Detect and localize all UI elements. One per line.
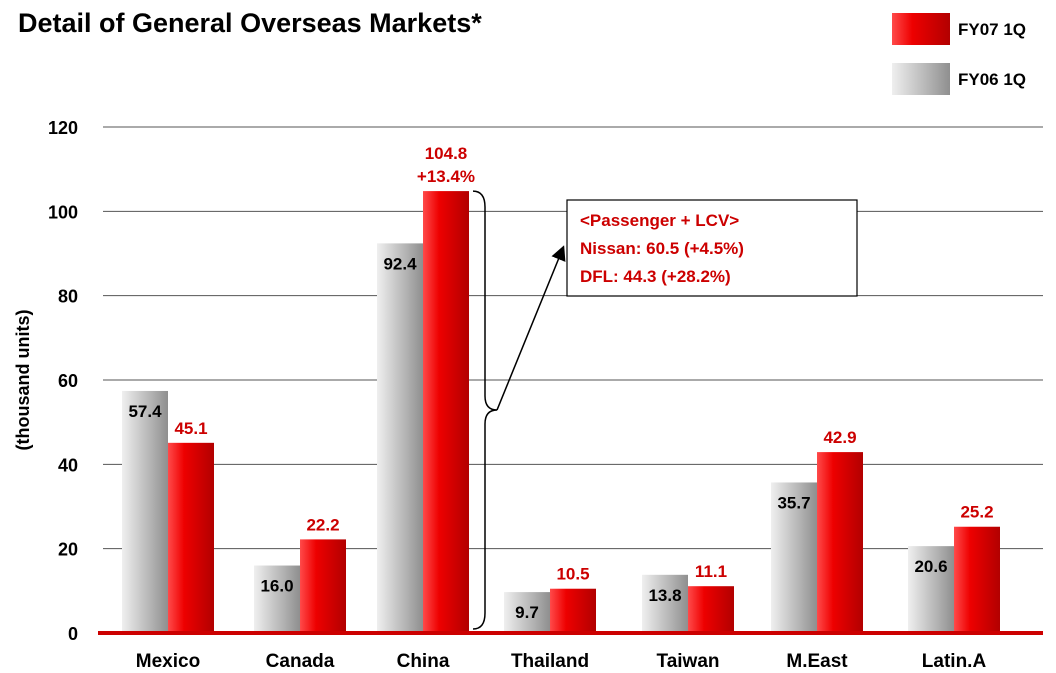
- legend-swatch: [892, 13, 950, 45]
- bar-fy07-latina: [954, 526, 1000, 633]
- y-tick-label: 100: [48, 202, 78, 222]
- legend-label: FY06 1Q: [958, 70, 1026, 89]
- data-label-fy07: 22.2: [306, 515, 339, 534]
- x-tick-label: Latin.A: [922, 651, 987, 672]
- bar-fy07-meast: [817, 452, 863, 633]
- y-tick-label: 120: [48, 118, 78, 138]
- y-tick-label: 40: [58, 455, 78, 475]
- bar-fy06-taiwan: [642, 574, 688, 633]
- y-tick-label: 80: [58, 287, 78, 307]
- x-tick-label: Canada: [266, 651, 335, 672]
- bar-fy07-mexico: [168, 442, 214, 633]
- data-label-fy07: 11.1: [695, 562, 727, 581]
- data-label-fy06: 35.7: [777, 493, 810, 512]
- data-label-fy06: 20.6: [914, 557, 947, 576]
- data-label-fy06: 9.7: [515, 603, 539, 622]
- x-tick-label: Thailand: [511, 651, 589, 672]
- data-label-fy06: 57.4: [128, 402, 162, 421]
- x-tick-label: M.East: [786, 651, 848, 672]
- data-label-fy06: 16.0: [260, 577, 293, 596]
- data-label-fy07: 25.2: [960, 503, 993, 522]
- chart-title: Detail of General Overseas Markets*: [18, 8, 482, 38]
- bar-fy07-china: [423, 191, 469, 634]
- callout-line: <Passenger + LCV>: [580, 211, 739, 230]
- bar-fy06-mexico: [122, 390, 168, 633]
- x-tick-label: Mexico: [136, 651, 200, 672]
- callout-line: Nissan: 60.5 (+4.5%): [580, 239, 744, 258]
- legend-label: FY07 1Q: [958, 20, 1026, 39]
- callout-line: DFL: 44.3 (+28.2%): [580, 267, 731, 286]
- china-change-label: +13.4%: [417, 167, 475, 186]
- legend-swatch: [892, 63, 950, 95]
- bar-fy06-latina: [908, 546, 954, 633]
- x-tick-label: Taiwan: [657, 651, 720, 672]
- bar-fy06-china: [377, 243, 423, 633]
- data-label-fy07: 45.1: [174, 419, 207, 438]
- bar-fy06-thailand: [504, 592, 550, 633]
- bar-fy07-canada: [300, 539, 346, 633]
- bar-fy07-thailand: [550, 588, 596, 633]
- y-axis-label: (thousand units): [13, 310, 33, 451]
- bar-fy06-meast: [771, 482, 817, 633]
- brace: [472, 190, 498, 630]
- data-label-fy06: 92.4: [383, 254, 417, 273]
- callout-box: [566, 199, 858, 297]
- bar-fy06-canada: [254, 565, 300, 633]
- y-tick-label: 0: [68, 624, 78, 644]
- data-label-fy07: 10.5: [556, 565, 589, 584]
- x-tick-label: China: [397, 651, 450, 672]
- data-label-fy06: 13.8: [648, 586, 681, 605]
- data-label-fy07: 104.8: [425, 144, 468, 163]
- y-tick-label: 20: [58, 540, 78, 560]
- data-label-fy07: 42.9: [823, 428, 856, 447]
- bar-fy07-taiwan: [688, 586, 734, 633]
- callout-arrow: [496, 245, 566, 411]
- y-tick-label: 60: [58, 371, 78, 391]
